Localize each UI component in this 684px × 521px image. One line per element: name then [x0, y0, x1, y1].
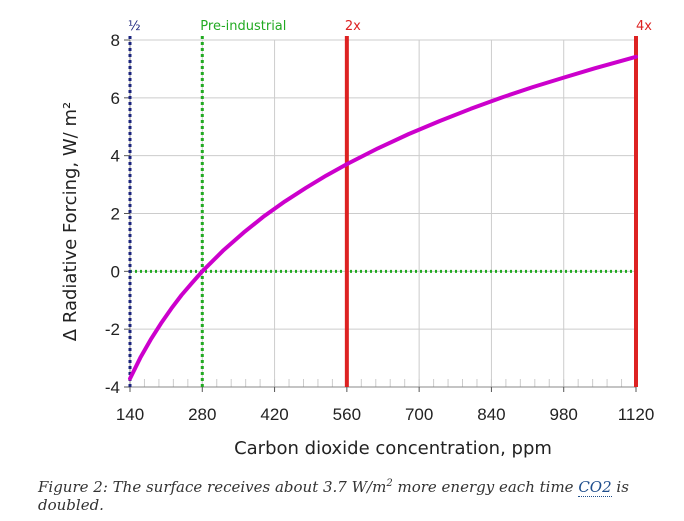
reference-label-3: 4x — [636, 19, 652, 34]
caption-prefix: Figure 2: The surface receives about 3.7… — [38, 478, 387, 496]
y-tick-label: -2 — [105, 320, 120, 339]
y-tick-label: 8 — [111, 31, 120, 50]
caption-middle: more energy each time — [392, 478, 579, 496]
x-tick-label: 840 — [477, 405, 505, 424]
x-tick-label: 560 — [333, 405, 361, 424]
x-tick-label: 420 — [260, 405, 288, 424]
reference-label-2: 2x — [345, 19, 361, 34]
x-tick-label: 700 — [405, 405, 433, 424]
figure-caption: Figure 2: The surface receives about 3.7… — [38, 478, 658, 514]
x-axis-title: Carbon dioxide concentration, ppm — [234, 438, 552, 459]
y-tick-label: -4 — [105, 378, 120, 397]
x-tick-label: 280 — [188, 405, 216, 424]
reference-label-0: ½ — [128, 19, 141, 34]
y-tick-label: 2 — [111, 205, 120, 224]
reference-label-1: Pre-industrial — [200, 19, 286, 34]
y-tick-label: 6 — [111, 89, 120, 108]
y-tick-label: 0 — [111, 262, 120, 281]
y-axis-title: Δ Radiative Forcing, W/ m² — [60, 102, 81, 341]
x-tick-label: 980 — [550, 405, 578, 424]
caption-suffix: is doubled. — [38, 478, 629, 514]
forcing-chart: -4 -2 0 2 4 6 8 140 280 420 560 700 840 980 1120 ½ Pre-i… — [60, 19, 655, 459]
y-tick-label: 4 — [111, 147, 120, 166]
x-tick-label: 1120 — [618, 405, 655, 424]
caption-superscript: 2 — [386, 478, 393, 489]
series-line-0 — [128, 54, 638, 381]
x-tick-label: 140 — [116, 405, 144, 424]
co2-abbreviation[interactable]: CO2 — [578, 478, 612, 497]
